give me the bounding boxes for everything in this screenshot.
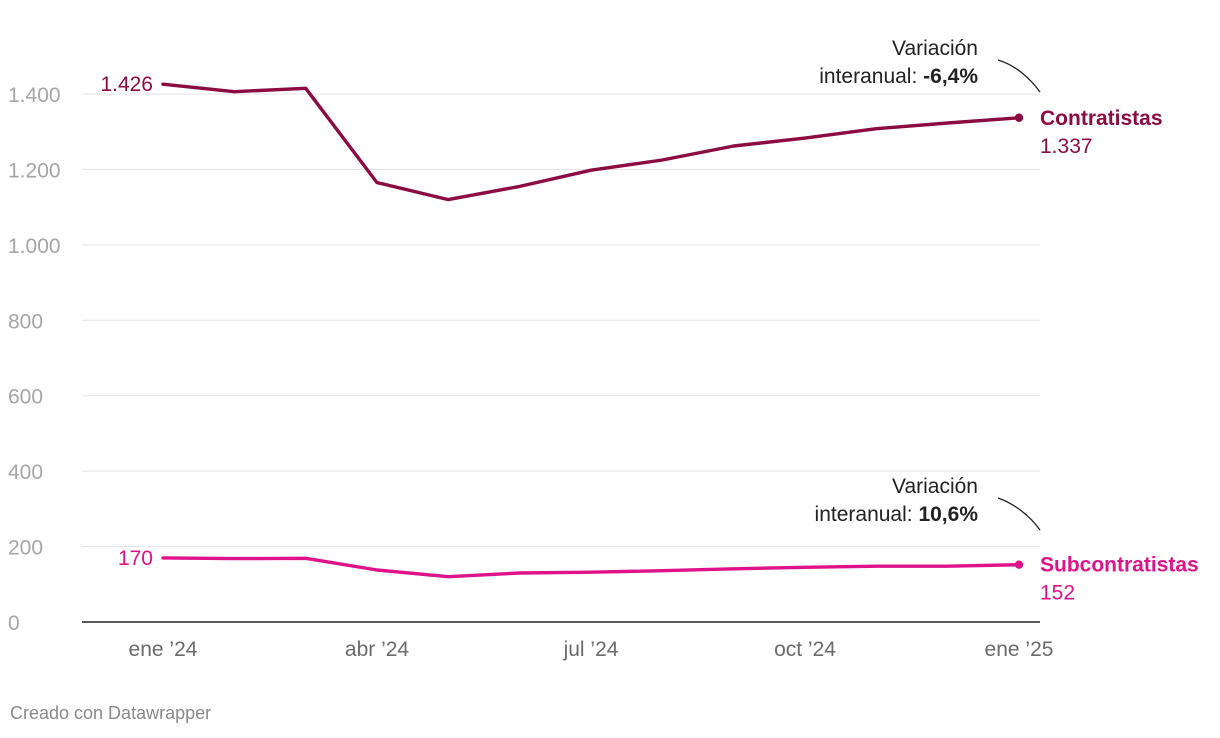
annotation-contratistas-prefix: interanual:	[819, 65, 923, 88]
annotation-subcontratistas-prefix: interanual:	[815, 503, 919, 526]
x-tick-label: ene ’24	[129, 638, 198, 661]
x-tick-label: abr ’24	[345, 638, 410, 661]
start-value-label: 1.426	[100, 73, 153, 96]
y-tick-label: 400	[8, 461, 43, 484]
x-tick-label: jul ’24	[563, 638, 619, 661]
y-tick-label: 600	[8, 386, 43, 409]
annotation-contratistas-line2: interanual: -6,4%	[819, 65, 978, 88]
x-tick-label: ene ’25	[985, 638, 1054, 661]
series-layer: 1.426 Contratistas 1.337 170 Subcontratistas…	[100, 73, 1198, 604]
x-tick-label: oct ’24	[774, 638, 836, 661]
annotation-subcontratistas-line1: Variación	[892, 475, 978, 498]
series-subcontratistas: 170 Subcontratistas 152	[118, 547, 1199, 605]
y-tick-label: 0	[8, 612, 20, 635]
annotation-subcontratistas: Variación interanual: 10,6%	[815, 475, 1041, 531]
end-value-label: 152	[1040, 582, 1075, 605]
series-name-label: Contratistas	[1040, 107, 1163, 130]
y-tick-label: 800	[8, 310, 43, 333]
y-tick-label: 1.200	[8, 159, 61, 182]
annotation-contratistas-value: -6,4%	[923, 65, 978, 88]
end-point-marker	[1014, 113, 1024, 122]
y-tick-label: 1.400	[8, 84, 61, 107]
credit-footer: Creado con Datawrapper	[10, 703, 212, 723]
series-line	[161, 82, 1021, 202]
end-point-marker	[1014, 560, 1024, 569]
y-tick-label: 1.000	[8, 235, 61, 258]
series-line	[161, 556, 1021, 579]
y-axis: 0 200 400 600 800 1.000 1.200 1.400	[8, 84, 61, 635]
annotation-contratistas: Variación interanual: -6,4%	[819, 37, 1041, 93]
annotation-contratistas-connector	[997, 59, 1041, 93]
y-tick-label: 200	[8, 537, 43, 560]
series-name-label: Subcontratistas	[1040, 554, 1199, 577]
start-value-label: 170	[118, 547, 153, 570]
x-axis: ene ’24 abr ’24 jul ’24 oct ’24 ene ’25	[129, 638, 1054, 661]
annotation-contratistas-line1: Variación	[892, 37, 978, 60]
end-value-label: 1.337	[1040, 135, 1093, 158]
grid-layer	[82, 93, 1040, 623]
series-contratistas: 1.426 Contratistas 1.337	[100, 73, 1163, 202]
annotation-subcontratistas-value: 10,6%	[918, 503, 978, 526]
annotation-subcontratistas-line2: interanual: 10,6%	[815, 503, 979, 526]
annotation-subcontratistas-connector	[997, 497, 1041, 531]
